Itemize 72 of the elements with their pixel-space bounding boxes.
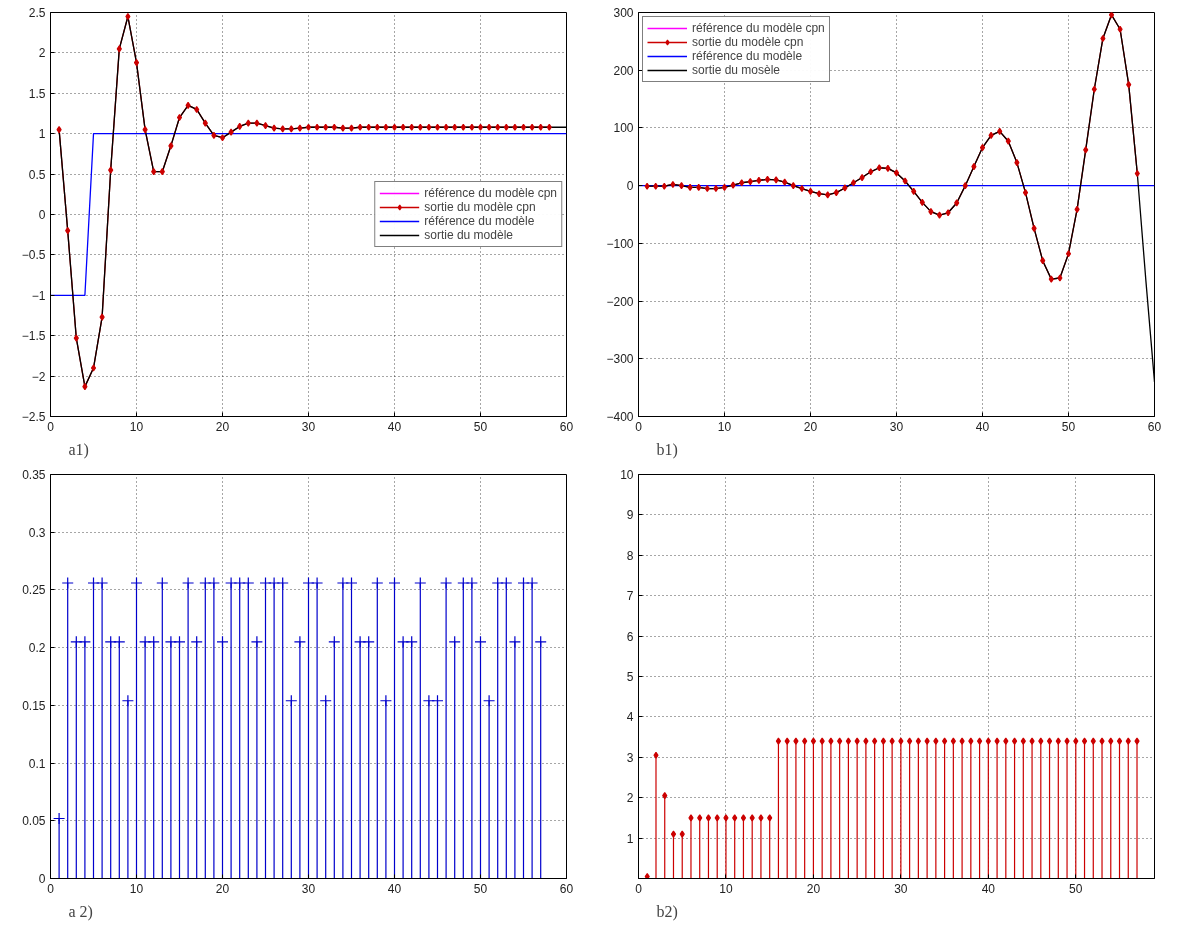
y-tick-label: 1.5 — [28, 86, 46, 101]
y-tick-label: −1 — [31, 288, 46, 303]
x-tick-label: 30 — [889, 419, 904, 434]
text: a 2) — [68, 902, 93, 921]
y-tick-label: 2 — [626, 791, 634, 806]
x-tick-label: 20 — [215, 881, 230, 896]
y-tick-label: −2.5 — [21, 410, 46, 424]
text: a1) — [68, 440, 89, 459]
y-tick-label: −0.5 — [21, 248, 46, 263]
legend-label: sortie du mosèle — [692, 63, 781, 77]
y-tick-label: −400 — [606, 410, 634, 424]
y-tick-label: 0 — [626, 179, 634, 194]
y-tick-label: 6 — [626, 629, 634, 644]
text: b2) — [656, 902, 678, 921]
y-tick-label: 0 — [38, 208, 46, 222]
y-tick-label: 0.2 — [28, 641, 46, 656]
y-tick-label: −100 — [606, 236, 634, 251]
y-tick-label: 0.5 — [28, 167, 46, 182]
x-tick-label: 40 — [387, 419, 402, 434]
y-tick-label: 10 — [620, 468, 634, 482]
legend-label: référence du modèle — [424, 214, 535, 228]
legend-label: référence du modèle cpn — [692, 21, 825, 35]
y-tick-label: 0.1 — [28, 756, 46, 771]
y-tick-label: 7 — [626, 589, 634, 604]
y-tick-label: 0.35 — [22, 468, 46, 482]
x-tick-label: 30 — [301, 419, 316, 434]
x-tick-label: 40 — [975, 419, 990, 434]
x-tick-label: 60 — [1147, 419, 1162, 434]
y-tick-label: 8 — [626, 548, 634, 563]
y-tick-label: 3 — [626, 750, 634, 765]
y-tick-label: 0.05 — [22, 814, 46, 829]
y-tick-label: −200 — [606, 294, 634, 309]
y-tick-label: −300 — [606, 352, 634, 367]
y-tick-label: 0.15 — [22, 698, 46, 713]
x-tick-label: 60 — [559, 419, 574, 434]
y-tick-label: 300 — [613, 6, 634, 20]
y-tick-label: 0.25 — [22, 583, 46, 598]
x-tick-label: 50 — [1069, 881, 1083, 896]
x-tick-label: 20 — [215, 419, 230, 434]
x-tick-label: 30 — [894, 881, 908, 896]
legend-label: référence du modèle cpn — [424, 186, 557, 200]
x-tick-label: 10 — [717, 419, 732, 434]
x-tick-label: 60 — [559, 881, 574, 896]
legend-label: sortie du modèle — [424, 228, 513, 242]
x-tick-label: 20 — [806, 881, 821, 896]
y-tick-label: 2.5 — [28, 6, 46, 20]
x-tick-label: 50 — [1061, 419, 1076, 434]
x-tick-label: 30 — [301, 881, 316, 896]
y-tick-label: 0.3 — [28, 525, 46, 540]
x-tick-label: 40 — [981, 881, 996, 896]
x-tick-label: 10 — [719, 881, 733, 896]
y-tick-label: 4 — [626, 710, 634, 725]
x-tick-label: 10 — [129, 419, 144, 434]
y-tick-label: 5 — [626, 670, 634, 684]
y-tick-label: −2 — [31, 369, 46, 384]
legend-label: sortie du modèle cpn — [692, 35, 804, 49]
x-tick-label: 40 — [387, 881, 402, 896]
y-tick-label: 100 — [613, 121, 634, 136]
text: b1) — [656, 440, 678, 459]
y-tick-label: 200 — [613, 63, 634, 78]
y-tick-label: 0 — [38, 872, 46, 886]
x-tick-label: 50 — [473, 881, 488, 896]
y-tick-label: 1 — [626, 831, 634, 846]
x-tick-label: 10 — [129, 881, 144, 896]
x-tick-label: 50 — [473, 419, 488, 434]
legend-label: référence du modèle — [692, 49, 803, 63]
x-tick-label: 20 — [803, 419, 818, 434]
y-tick-label: 2 — [38, 46, 46, 61]
y-tick-label: 1 — [38, 127, 46, 142]
y-tick-label: −1.5 — [21, 329, 46, 344]
legend-label: sortie du modèle cpn — [424, 200, 536, 214]
y-tick-label: 9 — [626, 508, 634, 523]
